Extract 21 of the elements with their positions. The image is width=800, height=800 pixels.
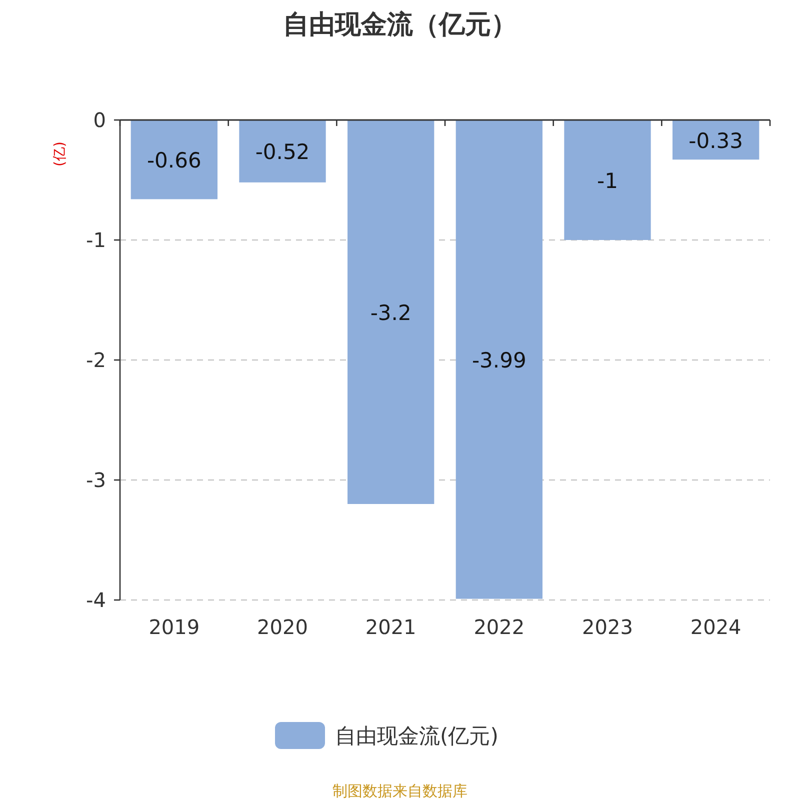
- x-tick-label: 2019: [148, 615, 200, 639]
- y-tick-label: -1: [86, 228, 106, 252]
- x-tick-label: 2023: [582, 615, 633, 639]
- data-label: -3.2: [370, 301, 412, 325]
- y-tick-label: 0: [93, 108, 106, 132]
- y-tick-label: -4: [86, 588, 106, 612]
- text: 制图数据来自数据库: [332, 782, 468, 800]
- y-axis-title: (亿): [52, 142, 68, 166]
- x-tick-label: 2021: [365, 615, 416, 639]
- chart-title: 自由现金流（亿元）: [283, 10, 517, 40]
- x-tick-label: 2020: [257, 615, 308, 639]
- y-tick-label: -3: [86, 468, 106, 492]
- data-label: -3.99: [472, 348, 526, 372]
- data-label: -0.33: [688, 128, 744, 153]
- legend-label: 自由现金流(亿元): [335, 724, 498, 748]
- data-label: -0.52: [255, 140, 310, 164]
- data-label: -0.66: [146, 148, 202, 173]
- data-label: -1: [597, 169, 618, 193]
- x-tick-label: 2024: [690, 615, 742, 639]
- x-tick-label: 2022: [474, 615, 525, 639]
- y-tick-label: -2: [86, 348, 106, 372]
